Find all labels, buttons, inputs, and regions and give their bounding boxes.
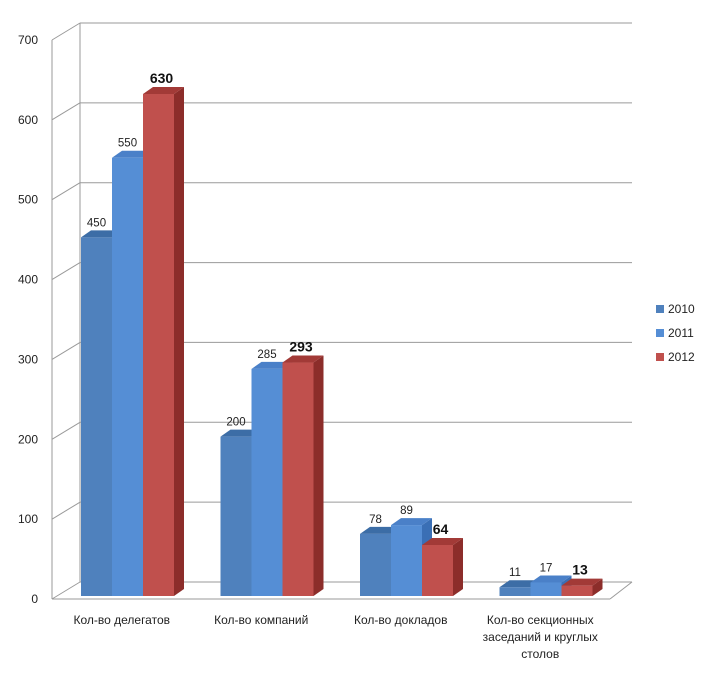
gridline-side <box>51 581 81 600</box>
data-label: 293 <box>289 339 313 355</box>
data-labels: 450 550 630 200 285 293 78 89 64 11 17 13 <box>87 70 588 579</box>
bar-top <box>143 87 184 94</box>
gridline-side <box>51 262 81 280</box>
legend: 2010 2011 2012 <box>656 302 695 364</box>
data-label: 89 <box>400 505 413 517</box>
y-tick-label: 600 <box>18 113 38 127</box>
bar <box>220 436 252 596</box>
bar-top <box>422 538 463 546</box>
y-axis: 0 100 200 300 400 500 600 700 <box>18 33 38 606</box>
bar-top <box>112 150 153 158</box>
bar-top <box>282 355 324 363</box>
data-label: 13 <box>572 562 588 578</box>
y-tick-label: 500 <box>18 193 38 207</box>
bar-top <box>360 526 401 534</box>
legend-label: 2010 <box>668 302 695 316</box>
gridline-side <box>51 182 81 201</box>
bar <box>81 237 112 596</box>
legend-swatch <box>656 305 664 313</box>
bar-top <box>251 361 293 369</box>
x-axis: Кол-во делегатов Кол-во компаний Кол-во до… <box>73 613 597 661</box>
x-tick-label: Кол-во компаний <box>214 613 308 627</box>
data-label: 550 <box>118 138 137 150</box>
bar-top <box>561 578 603 586</box>
data-label: 285 <box>257 349 276 361</box>
data-label: 11 <box>509 567 521 579</box>
gridline-side <box>51 22 81 41</box>
bar <box>561 585 593 596</box>
x-tick-label: Кол-во секционных заседаний и круглых стол… <box>483 613 598 661</box>
bar <box>499 587 531 596</box>
floor-right-edge <box>609 581 633 600</box>
bar <box>360 533 391 596</box>
data-label: 450 <box>87 217 106 229</box>
legend-swatch <box>656 329 664 337</box>
data-label: 17 <box>540 562 553 574</box>
x-tick-label: Кол-во делегатов <box>73 613 170 627</box>
bar-side <box>174 87 184 596</box>
y-tick-label: 0 <box>31 592 38 606</box>
data-label: 64 <box>433 521 449 537</box>
bar <box>251 368 283 596</box>
bar <box>530 582 562 596</box>
legend-label: 2012 <box>668 350 695 364</box>
bar <box>282 362 314 596</box>
y-tick-label: 200 <box>18 432 38 446</box>
data-label: 78 <box>369 514 382 526</box>
bars <box>81 87 603 596</box>
data-label: 630 <box>150 70 174 86</box>
gridline-side <box>51 342 81 360</box>
legend-swatch <box>656 353 664 361</box>
data-label: 200 <box>226 417 245 429</box>
bar <box>391 525 422 596</box>
bar-top <box>499 580 541 588</box>
y-tick-label: 100 <box>18 512 38 526</box>
y-tick-label: 400 <box>18 273 38 287</box>
bar-top <box>220 429 262 437</box>
y-tick-label: 300 <box>18 352 38 366</box>
bar-top <box>81 230 122 238</box>
bar-top <box>391 518 432 526</box>
y-tick-label: 700 <box>18 33 38 47</box>
bar <box>112 157 143 596</box>
bar-side <box>313 355 324 596</box>
bar-side <box>592 578 603 596</box>
gridline-side <box>51 421 81 440</box>
gridline-side <box>51 102 81 121</box>
bar-top <box>530 575 572 583</box>
bar <box>422 545 453 596</box>
gridline-side <box>51 501 81 520</box>
bar <box>143 94 174 596</box>
bar-side <box>453 538 463 596</box>
legend-label: 2011 <box>668 326 694 340</box>
x-tick-label: Кол-во докладов <box>354 613 447 627</box>
